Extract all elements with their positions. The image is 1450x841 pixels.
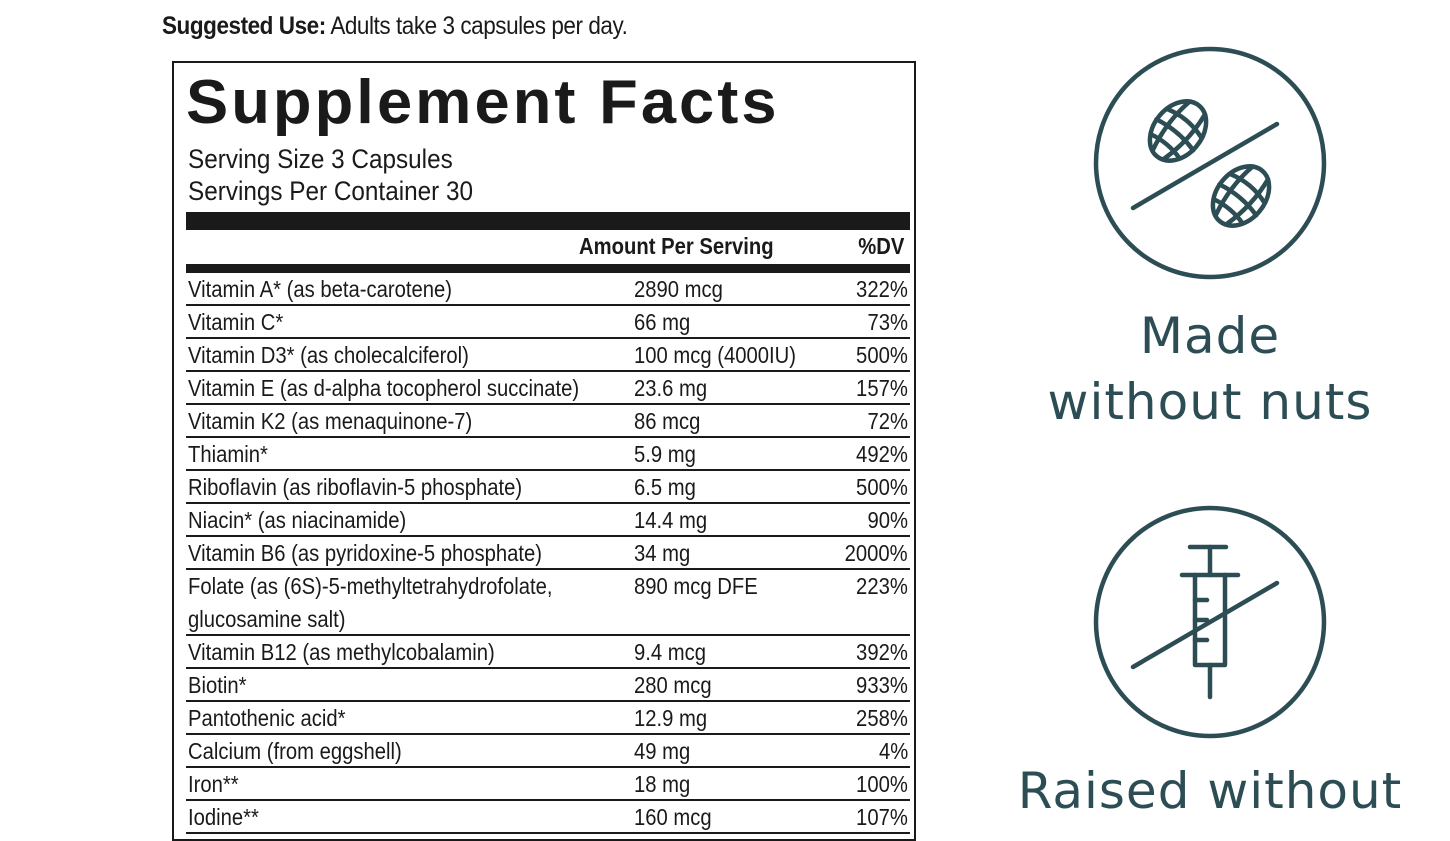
nutrient-amount: 23.6 mg <box>634 375 708 401</box>
nutrient-amount: 5.9 mg <box>634 441 696 467</box>
facts-title: Supplement Facts <box>186 68 780 137</box>
nutrient-amount: 86 mcg <box>634 408 701 434</box>
badge-nuts-line1: Made <box>1139 307 1281 365</box>
nutrient-row: Biotin* 280 mcg 933% <box>186 669 910 702</box>
nutrient-row: Vitamin D3* (as cholecalciferol) 100 mcg … <box>186 339 910 372</box>
nutrient-dv: 90% <box>867 507 908 533</box>
nutrient-amount: 280 mcg <box>634 672 712 698</box>
nutrient-amount: 12.9 mg <box>634 705 708 731</box>
nutrient-dv: 500% <box>856 474 908 500</box>
serving-size: Serving Size 3 Capsules <box>188 144 453 174</box>
suggested-use: Suggested Use: Adults take 3 capsules pe… <box>162 12 628 41</box>
nutrient-amount: 49 mg <box>634 738 691 764</box>
nutrient-name: Vitamin C* <box>188 309 284 335</box>
nutrient-row: Vitamin E (as d-alpha tocopherol succina… <box>186 372 910 405</box>
nutrient-amount: 160 mcg <box>634 804 712 830</box>
nutrient-row: Thiamin* 5.9 mg 492% <box>186 438 910 471</box>
amount-header: Amount Per Serving <box>579 233 774 259</box>
nutrient-name: Folate (as (6S)-5-methyltetrahydrofolate… <box>188 573 553 599</box>
nutrient-row: Vitamin B12 (as methylcobalamin) 9.4 mcg 3… <box>186 636 910 669</box>
nutrient-row: Niacin* (as niacinamide) 14.4 mg 90% <box>186 504 910 537</box>
nutrient-amount: 100 mcg (4000IU) <box>634 342 797 368</box>
badge-hormones-line1: Raised without <box>1017 762 1403 820</box>
suggested-use-text: Adults take 3 capsules per day. <box>330 12 628 40</box>
nutrient-amount: 890 mcg DFE <box>634 573 758 599</box>
nutrient-row: Iodine** 160 mcg 107% <box>186 801 910 834</box>
no-hormones-syringe-icon <box>1093 505 1327 739</box>
servings-per-container: Servings Per Container 30 <box>188 176 474 206</box>
nutrient-row: Vitamin B6 (as pyridoxine-5 phosphate) 34… <box>186 537 910 570</box>
nutrient-row: Vitamin K2 (as menaquinone-7) 86 mcg 72% <box>186 405 910 438</box>
nutrient-name: Thiamin* <box>188 441 268 467</box>
suggested-use-label: Suggested Use: <box>162 12 326 40</box>
badge-nuts-line2: without nuts <box>1047 373 1373 431</box>
nutrient-row: Vitamin A* (as beta-carotene) 2890 mcg 322… <box>186 273 910 306</box>
nutrient-name: Riboflavin (as riboflavin-5 phosphate) <box>188 474 523 500</box>
nutrient-name: Vitamin E (as d-alpha tocopherol succina… <box>188 375 580 401</box>
nutrient-row: Pantothenic acid* 12.9 mg 258% <box>186 702 910 735</box>
nutrient-name: Vitamin B6 (as pyridoxine-5 phosphate) <box>188 540 543 566</box>
no-nuts-icon <box>1093 46 1327 280</box>
nutrient-amount: 14.4 mg <box>634 507 708 533</box>
nutrient-name: Iron** <box>188 771 239 797</box>
nutrient-row: Iron** 18 mg 100% <box>186 768 910 801</box>
header-divider <box>186 264 910 273</box>
nutrient-dv: 73% <box>867 309 908 335</box>
nutrient-row: Calcium (from eggshell) 49 mg 4% <box>186 735 910 768</box>
nutrient-dv: 100% <box>856 771 908 797</box>
nutrient-name: Calcium (from eggshell) <box>188 738 402 764</box>
nutrient-dv: 492% <box>856 441 908 467</box>
nutrient-dv: 322% <box>856 276 908 302</box>
nutrient-row: Riboflavin (as riboflavin-5 phosphate) 6.… <box>186 471 910 504</box>
nutrient-name: Biotin* <box>188 672 247 698</box>
nutrient-row: Vitamin C* 66 mg 73% <box>186 306 910 339</box>
nutrient-amount: 9.4 mcg <box>634 639 707 665</box>
nutrient-dv: 107% <box>856 804 908 830</box>
nutrient-name: Vitamin D3* (as cholecalciferol) <box>188 342 469 368</box>
nutrient-dv: 392% <box>856 639 908 665</box>
nutrient-amount: 2890 mcg <box>634 276 723 302</box>
nutrient-dv: 4% <box>878 738 908 764</box>
nutrient-name: Pantothenic acid* <box>188 705 346 731</box>
nutrient-name-continued: glucosamine salt) <box>188 606 346 632</box>
nutrient-dv: 223% <box>856 573 908 599</box>
nutrient-name: Iodine** <box>188 804 259 830</box>
nutrient-dv: 500% <box>856 342 908 368</box>
nutrient-dv: 157% <box>856 375 908 401</box>
nutrient-amount: 66 mg <box>634 309 691 335</box>
nutrient-name: Vitamin A* (as beta-carotene) <box>188 276 453 302</box>
nutrient-row: Folate (as (6S)-5-methyltetrahydrofolate… <box>186 570 910 636</box>
dv-header: %DV <box>857 233 904 259</box>
nutrient-dv: 2000% <box>844 540 908 566</box>
thick-divider <box>186 212 910 230</box>
nutrient-name: Niacin* (as niacinamide) <box>188 507 407 533</box>
nutrient-dv: 258% <box>856 705 908 731</box>
supplement-facts-panel: Supplement Facts Serving Size 3 Capsules… <box>172 61 916 841</box>
nutrient-name: Vitamin K2 (as menaquinone-7) <box>188 408 473 434</box>
nutrient-dv: 933% <box>856 672 908 698</box>
nutrient-dv: 72% <box>867 408 908 434</box>
nutrient-amount: 18 mg <box>634 771 691 797</box>
nutrient-table: Vitamin A* (as beta-carotene) 2890 mcg 322… <box>186 273 910 834</box>
nutrient-amount: 34 mg <box>634 540 691 566</box>
nutrient-amount: 6.5 mg <box>634 474 696 500</box>
nutrient-name: Vitamin B12 (as methylcobalamin) <box>188 639 495 665</box>
